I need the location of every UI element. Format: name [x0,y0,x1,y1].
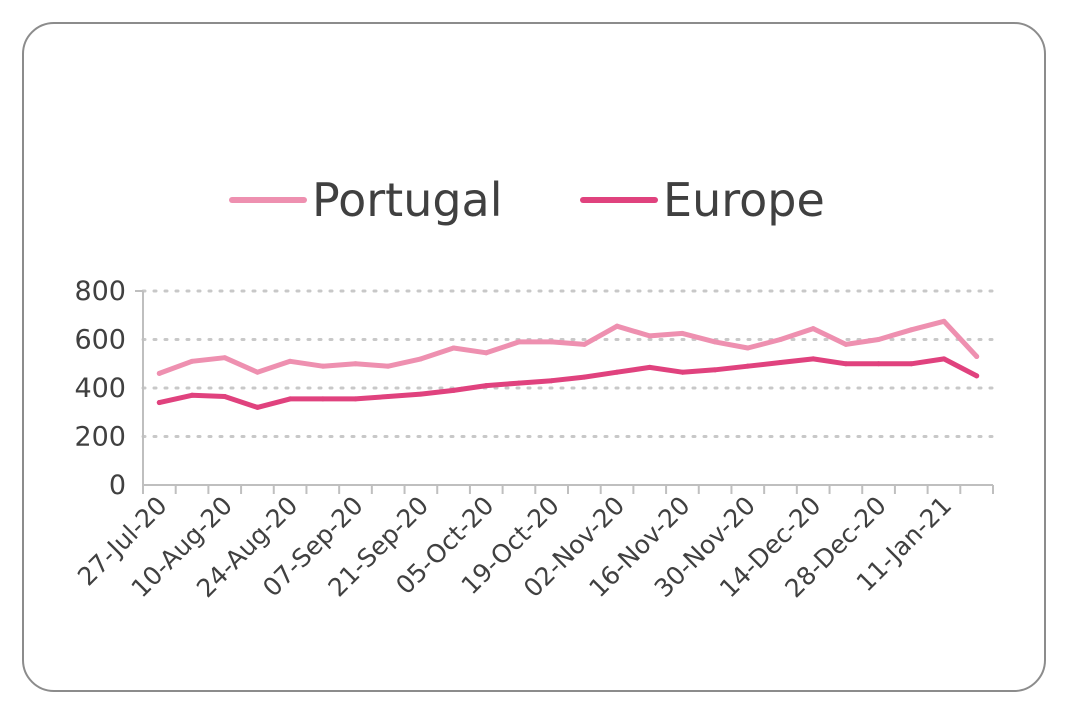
portugal-point [843,341,849,347]
portugal-point [254,369,260,375]
portugal-point [941,318,947,324]
europe-point [156,400,162,406]
europe-point [516,380,522,386]
portugal-point [614,323,620,329]
europe-line [156,356,980,410]
europe-point [385,393,391,399]
europe-point [254,404,260,410]
europe-point [353,396,358,402]
portugal-point [908,327,914,333]
portugal-point [353,361,358,367]
europe-point [843,361,849,367]
portugal-point [222,355,228,361]
portugal-point [679,330,685,336]
y-tick-label: 600 [74,325,126,356]
y-tick-label: 800 [74,276,126,307]
portugal-point [810,326,816,332]
europe-point [222,393,228,399]
europe-point [549,378,555,384]
chart-card [22,22,1046,692]
europe-point [483,383,489,389]
europe-point [745,363,751,369]
portugal-point [581,341,587,347]
portugal-point [385,363,391,369]
legend-label-europe: Europe [663,173,825,227]
portugal-point [451,345,457,351]
europe-point [647,364,653,370]
europe-point [908,361,914,367]
europe-point [581,374,587,380]
portugal-point [287,358,293,364]
europe-point [876,361,882,367]
europe-point [941,356,947,362]
europe-point [287,396,293,402]
y-tick-label: 400 [74,373,126,404]
y-tick-label: 200 [74,422,126,453]
portugal-point [712,339,718,345]
europe-point [189,392,195,398]
portugal-point [156,370,162,376]
portugal-line [156,318,980,376]
portugal-point [320,363,326,369]
portugal-point [778,337,783,342]
legend-label-portugal: Portugal [312,173,503,227]
portugal-point [647,333,653,339]
portugal-point [189,358,195,364]
europe-point [418,391,424,397]
europe-point [320,396,326,402]
portugal-point [516,339,522,345]
europe-point [679,369,685,375]
portugal-point [974,353,980,359]
portugal-point [483,350,489,356]
europe-point [778,360,783,366]
portugal-point [549,339,555,345]
portugal-point [876,337,882,342]
europe-point [810,356,816,362]
portugal-point [745,345,751,351]
europe-point [974,373,980,379]
europe-point [451,387,457,393]
y-tick-label: 0 [109,470,126,501]
portugal-point [418,356,424,362]
europe-point [614,369,620,375]
europe-point [712,367,718,373]
